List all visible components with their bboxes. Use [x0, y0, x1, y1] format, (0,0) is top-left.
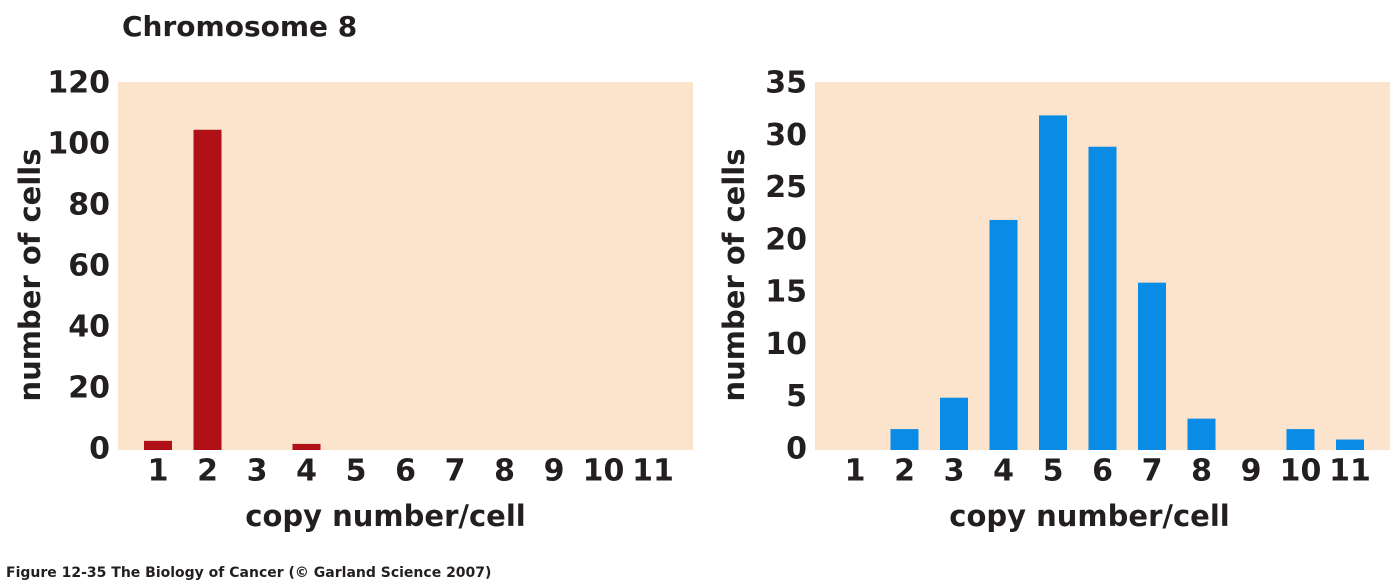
bar	[1187, 418, 1216, 450]
y-tick-label: 25	[765, 170, 807, 205]
x-tick-label: 2	[894, 454, 915, 489]
x-tick-label: 7	[445, 454, 466, 489]
figure-title: Chromosome 8	[122, 10, 357, 43]
x-tick-label: 8	[494, 454, 515, 489]
bar	[292, 443, 321, 450]
x-tick-label: 10	[1280, 454, 1322, 489]
y-tick-label: 20	[765, 222, 807, 257]
y-tick-label: 120	[47, 66, 110, 101]
y-tick-label: 10	[765, 327, 807, 362]
x-tick-label: 4	[993, 454, 1014, 489]
y-tick-label: 0	[89, 432, 110, 467]
y-tick-label: 30	[765, 118, 807, 153]
caption: Figure 12-35 The Biology of Cancer (© Ga…	[6, 565, 491, 581]
y-tick-label: 0	[786, 432, 807, 467]
x-tick-label: 2	[197, 454, 218, 489]
y-tick-label: 100	[47, 127, 110, 162]
x-tick-label: 6	[1092, 454, 1113, 489]
x-tick-label: 6	[395, 454, 416, 489]
x-tick-label: 11	[632, 454, 674, 489]
y-tick-label: 35	[765, 66, 807, 101]
x-tick-label: 1	[845, 454, 866, 489]
x-axis-title: copy number/cell	[245, 499, 525, 533]
x-tick-label: 5	[1043, 454, 1064, 489]
bar	[193, 129, 222, 450]
x-tick-label: 9	[544, 454, 565, 489]
x-tick-label: 3	[944, 454, 965, 489]
y-tick-label: 40	[68, 310, 110, 345]
x-axis-title: copy number/cell	[949, 499, 1229, 533]
bar	[1286, 429, 1315, 450]
x-tick-label: 1	[148, 454, 169, 489]
y-axis-title: number of cells	[717, 149, 751, 402]
x-tick-label: 4	[296, 454, 317, 489]
y-tick-label: 80	[68, 188, 110, 223]
bar	[940, 397, 968, 450]
y-tick-label: 15	[765, 275, 807, 310]
y-axis-title: number of cells	[13, 149, 47, 402]
bar	[989, 219, 1018, 450]
x-tick-label: 11	[1329, 454, 1371, 489]
y-tick-label: 60	[68, 249, 110, 284]
bar	[1039, 115, 1067, 450]
x-tick-label: 7	[1142, 454, 1163, 489]
x-tick-label: 3	[247, 454, 268, 489]
x-tick-label: 9	[1241, 454, 1262, 489]
x-tick-label: 10	[583, 454, 625, 489]
bar	[1138, 282, 1166, 450]
x-tick-label: 8	[1191, 454, 1212, 489]
bar	[1088, 146, 1117, 450]
bar	[144, 440, 172, 450]
y-tick-label: 20	[68, 371, 110, 406]
bar	[1336, 439, 1364, 450]
x-tick-label: 5	[346, 454, 367, 489]
bar	[890, 429, 919, 450]
y-tick-label: 5	[786, 379, 807, 414]
